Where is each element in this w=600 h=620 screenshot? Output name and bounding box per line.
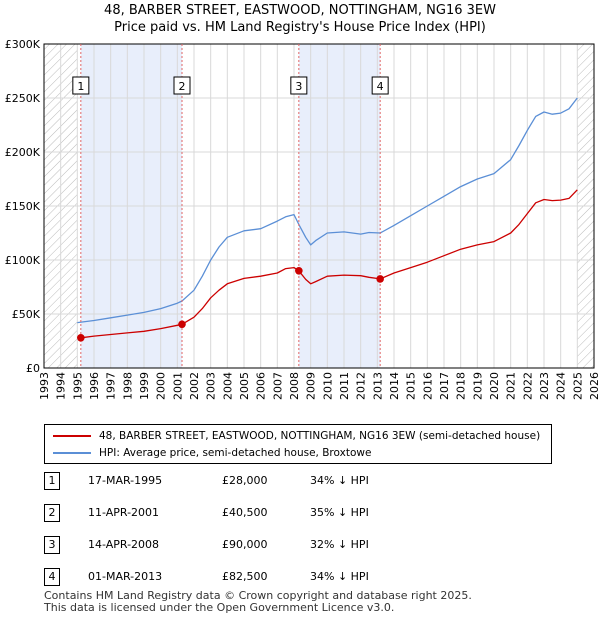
sale-number-badge: 1 [44, 472, 60, 490]
sale-row: 3 14-APR-2008 £90,000 32% ↓ HPI [44, 536, 564, 556]
footer: Contains HM Land Registry data © Crown c… [44, 590, 472, 614]
sale-number-label: 2 [179, 80, 186, 93]
y-tick-label: £150K [5, 200, 41, 213]
x-tick-label: 2025 [571, 372, 584, 400]
sale-price: £28,000 [222, 474, 268, 487]
sale-number-label: 1 [77, 80, 84, 93]
x-tick-label: 2021 [505, 372, 518, 400]
title-line-1: 48, BARBER STREET, EASTWOOD, NOTTINGHAM,… [104, 3, 496, 18]
sale-number-box [173, 76, 191, 95]
sale-number-label: 4 [377, 80, 384, 93]
sale-point [376, 275, 384, 283]
x-tick-label: 2015 [405, 372, 418, 400]
sale-hpi-diff: 34% ↓ HPI [310, 570, 369, 583]
x-tick-label: 1997 [105, 372, 118, 400]
x-tick-label: 2011 [338, 372, 351, 400]
x-tick-label: 2008 [288, 372, 301, 400]
sale-date: 14-APR-2008 [88, 538, 160, 551]
x-tick-label: 2010 [321, 372, 334, 400]
sale-hpi-diff: 32% ↓ HPI [310, 538, 369, 551]
y-tick-label: £300K [5, 38, 41, 51]
sale-price: £90,000 [222, 538, 268, 551]
sale-price: £40,500 [222, 506, 268, 519]
x-tick-label: 2019 [471, 372, 484, 400]
legend-item-price: 48, BARBER STREET, EASTWOOD, NOTTINGHAM,… [53, 428, 540, 444]
x-tick-label: 1996 [88, 372, 101, 400]
sale-number-label: 3 [295, 80, 302, 93]
sale-hpi-diff: 34% ↓ HPI [310, 474, 369, 487]
x-tick-label: 1995 [71, 372, 84, 400]
x-tick-label: 2009 [305, 372, 318, 400]
x-tick-label: 2001 [171, 372, 184, 400]
y-tick-label: £200K [5, 146, 41, 159]
x-tick-label: 2013 [371, 372, 384, 400]
sale-date: 11-APR-2001 [88, 506, 160, 519]
sale-row: 1 17-MAR-1995 £28,000 34% ↓ HPI [44, 472, 564, 492]
footer-line-1: Contains HM Land Registry data © Crown c… [44, 589, 472, 602]
plot-frame [43, 43, 595, 369]
x-tick-label: 2004 [221, 372, 234, 400]
sale-date: 01-MAR-2013 [88, 570, 163, 583]
legend-item-hpi: HPI: Average price, semi-detached house,… [53, 445, 371, 461]
sale-number-badge: 4 [44, 568, 60, 586]
y-tick-label: £0 [26, 362, 40, 375]
x-tick-label: 2006 [255, 372, 268, 400]
sale-row: 2 11-APR-2001 £40,500 35% ↓ HPI [44, 504, 564, 524]
footer-line-2: This data is licensed under the Open Gov… [44, 601, 395, 614]
x-tick-label: 1993 [38, 372, 51, 400]
sale-number-badge: 2 [44, 504, 60, 522]
legend-label-hpi: HPI: Average price, semi-detached house,… [99, 447, 372, 459]
sale-point [178, 320, 186, 329]
x-tick-label: 2007 [271, 372, 284, 400]
x-tick-label: 2005 [238, 372, 251, 400]
x-tick-label: 2012 [355, 372, 368, 400]
x-tick-label: 2026 [588, 372, 600, 400]
sale-hpi-diff: 35% ↓ HPI [310, 506, 369, 519]
x-tick-label: 2000 [155, 372, 168, 400]
legend: 48, BARBER STREET, EASTWOOD, NOTTINGHAM,… [44, 424, 552, 464]
x-tick-label: 2022 [521, 372, 534, 400]
sale-point [295, 267, 303, 275]
x-tick-label: 2014 [388, 372, 401, 400]
x-tick-label: 2002 [188, 372, 201, 400]
x-tick-label: 1994 [55, 372, 68, 400]
legend-label-price: 48, BARBER STREET, EASTWOOD, NOTTINGHAM,… [99, 430, 541, 442]
sale-date: 17-MAR-1995 [88, 474, 163, 487]
chart-title: 48, BARBER STREET, EASTWOOD, NOTTINGHAM,… [0, 2, 600, 36]
y-tick-label: £50K [12, 308, 41, 321]
sale-number-badge: 3 [44, 536, 60, 554]
sale-point [77, 333, 85, 342]
x-tick-label: 2016 [421, 372, 434, 400]
y-tick-label: £250K [5, 92, 41, 105]
sale-row: 4 01-MAR-2013 £82,500 34% ↓ HPI [44, 568, 564, 588]
sale-number-box [290, 76, 308, 95]
x-tick-label: 1999 [138, 372, 151, 400]
sale-number-box [72, 76, 90, 95]
legend-swatch-hpi [53, 452, 91, 454]
sale-number-box [371, 76, 389, 95]
x-tick-label: 2003 [205, 372, 218, 400]
x-tick-label: 1998 [121, 372, 134, 400]
x-tick-label: 2023 [538, 372, 551, 400]
x-tick-label: 2020 [488, 372, 501, 400]
x-tick-label: 2018 [455, 372, 468, 400]
legend-swatch-price [53, 435, 91, 437]
title-line-2: Price paid vs. HM Land Registry's House … [114, 20, 486, 35]
x-tick-label: 2024 [555, 372, 568, 400]
sale-price: £82,500 [222, 570, 268, 583]
x-tick-label: 2017 [438, 372, 451, 400]
y-tick-label: £100K [5, 254, 41, 267]
